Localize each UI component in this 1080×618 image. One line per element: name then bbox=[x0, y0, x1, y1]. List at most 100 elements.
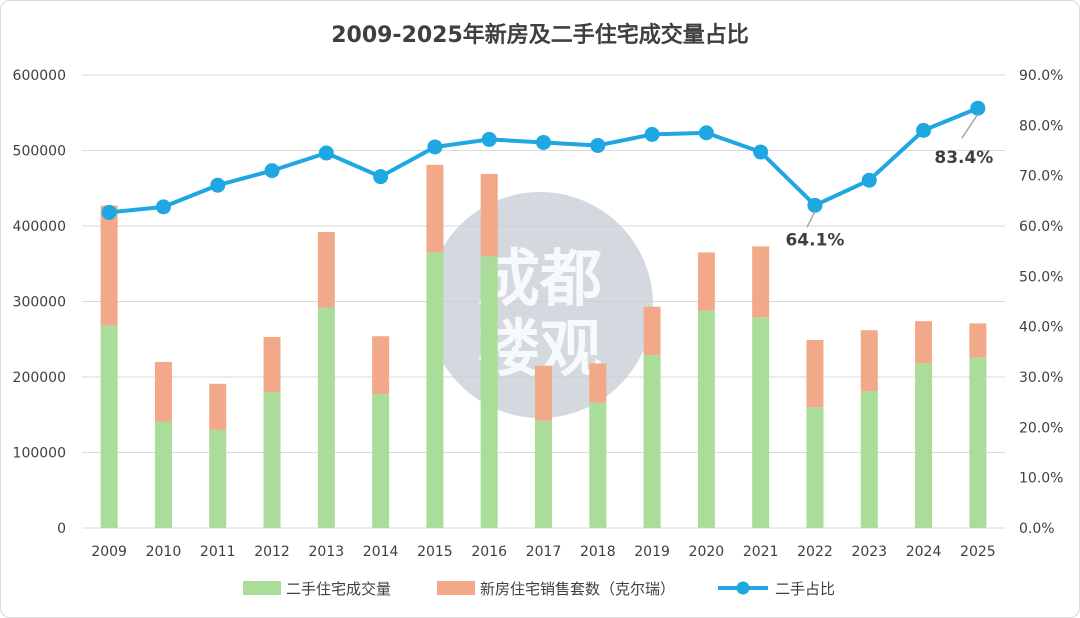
bar-secondhand bbox=[752, 317, 770, 528]
bar-secondhand bbox=[154, 421, 172, 528]
y-right-tick-label: 80.0% bbox=[1019, 118, 1063, 134]
ratio-point bbox=[698, 125, 714, 141]
bar-newhome bbox=[589, 363, 607, 403]
y-left-tick-label: 300000 bbox=[13, 295, 66, 311]
x-tick-label: 2013 bbox=[309, 544, 345, 560]
ratio-point bbox=[427, 139, 443, 155]
x-tick-label: 2019 bbox=[634, 544, 670, 560]
annotation-leader bbox=[961, 113, 979, 139]
ratio-point bbox=[916, 122, 932, 138]
ratio-point bbox=[753, 144, 769, 160]
bar-newhome bbox=[209, 383, 227, 430]
ratio-point bbox=[264, 163, 280, 179]
ratio-point bbox=[373, 169, 389, 185]
x-tick-label: 2025 bbox=[960, 544, 996, 560]
bar-newhome bbox=[643, 306, 661, 356]
bar-newhome bbox=[426, 164, 444, 253]
y-left-tick-label: 0 bbox=[57, 521, 66, 537]
x-tick-label: 2018 bbox=[580, 544, 616, 560]
ratio-point bbox=[590, 137, 606, 153]
bar-secondhand bbox=[426, 252, 444, 529]
x-tick-label: 2010 bbox=[146, 544, 182, 560]
bar-secondhand bbox=[697, 310, 715, 528]
annotation-label: 64.1% bbox=[785, 230, 844, 250]
y-right-tick-label: 10.0% bbox=[1019, 471, 1063, 487]
bar-secondhand bbox=[969, 357, 987, 528]
y-right-tick-label: 0.0% bbox=[1019, 521, 1055, 537]
ratio-point bbox=[210, 177, 226, 193]
legend-marker bbox=[736, 581, 750, 595]
bar-newhome bbox=[860, 330, 878, 392]
x-tick-label: 2017 bbox=[526, 544, 562, 560]
annotation-label: 83.4% bbox=[934, 148, 993, 168]
ratio-point bbox=[481, 131, 497, 147]
bar-secondhand bbox=[915, 363, 933, 528]
bar-newhome bbox=[154, 361, 172, 422]
y-right-tick-label: 20.0% bbox=[1019, 420, 1063, 436]
bar-secondhand bbox=[860, 391, 878, 528]
y-right-tick-label: 60.0% bbox=[1019, 219, 1063, 235]
x-tick-label: 2023 bbox=[851, 544, 887, 560]
bar-secondhand bbox=[317, 307, 335, 528]
y-left-tick-label: 100000 bbox=[13, 446, 66, 462]
annotation-leader bbox=[806, 211, 816, 228]
bar-newhome bbox=[263, 336, 281, 393]
bar-secondhand bbox=[209, 429, 227, 528]
y-right-tick-label: 50.0% bbox=[1019, 269, 1063, 285]
axes: 0 100000 200000 300000 400000 500000 600000 0.0… bbox=[13, 68, 1064, 560]
y-right-tick-label: 30.0% bbox=[1019, 370, 1063, 386]
bar-secondhand bbox=[100, 325, 118, 528]
y-left-tick-label: 500000 bbox=[13, 144, 66, 160]
legend-swatch bbox=[243, 581, 281, 595]
bar-newhome bbox=[535, 365, 552, 421]
ratio-point bbox=[807, 197, 823, 213]
ratio-point bbox=[155, 199, 171, 215]
bars bbox=[100, 164, 987, 529]
legend-label: 二手住宅成交量 bbox=[286, 580, 391, 598]
legend-label: 新房住宅销售套数（克尔瑞） bbox=[480, 580, 675, 598]
watermark-text: 成都 bbox=[478, 242, 602, 315]
x-tick-label: 2009 bbox=[91, 544, 127, 560]
bar-secondhand bbox=[372, 394, 390, 528]
y-left-tick-label: 600000 bbox=[13, 68, 66, 84]
y-left-tick-label: 400000 bbox=[13, 219, 66, 235]
bar-newhome bbox=[969, 323, 987, 358]
y-right-tick-label: 90.0% bbox=[1019, 68, 1063, 84]
x-tick-label: 2021 bbox=[743, 544, 779, 560]
y-right-tick-label: 40.0% bbox=[1019, 320, 1063, 336]
bar-secondhand bbox=[589, 402, 607, 528]
ratio-point bbox=[644, 126, 660, 142]
y-left-tick-label: 200000 bbox=[13, 370, 66, 386]
bar-secondhand bbox=[480, 256, 498, 528]
bar-newhome bbox=[915, 321, 933, 364]
x-tick-label: 2015 bbox=[417, 544, 453, 560]
legend: 二手住宅成交量 新房住宅销售套数（克尔瑞） 二手占比 bbox=[243, 580, 835, 598]
x-tick-label: 2020 bbox=[689, 544, 725, 560]
data-labels: 64.1% 83.4% bbox=[785, 113, 993, 250]
bar-newhome bbox=[806, 340, 824, 408]
legend-label: 二手占比 bbox=[775, 580, 835, 598]
bar-secondhand bbox=[643, 355, 661, 528]
ratio-point bbox=[318, 145, 334, 161]
ratio-point bbox=[861, 172, 877, 188]
chart-title: 2009-2025年新房及二手住宅成交量占比 bbox=[331, 22, 749, 48]
bar-secondhand bbox=[263, 392, 281, 528]
x-tick-label: 2022 bbox=[797, 544, 833, 560]
legend-swatch bbox=[437, 581, 475, 595]
x-tick-label: 2016 bbox=[471, 544, 507, 560]
x-tick-label: 2024 bbox=[906, 544, 942, 560]
bar-newhome bbox=[372, 336, 390, 395]
bar-newhome bbox=[697, 252, 715, 311]
ratio-point bbox=[970, 100, 986, 116]
x-tick-label: 2014 bbox=[363, 544, 399, 560]
bar-secondhand bbox=[806, 407, 824, 528]
x-tick-label: 2011 bbox=[200, 544, 236, 560]
y-right-tick-label: 70.0% bbox=[1019, 169, 1063, 185]
ratio-point bbox=[536, 134, 551, 150]
ratio-line bbox=[101, 100, 986, 220]
ratio-point bbox=[101, 204, 117, 220]
bar-newhome bbox=[752, 246, 770, 318]
bar-newhome bbox=[100, 205, 118, 326]
bar-secondhand bbox=[535, 420, 552, 528]
